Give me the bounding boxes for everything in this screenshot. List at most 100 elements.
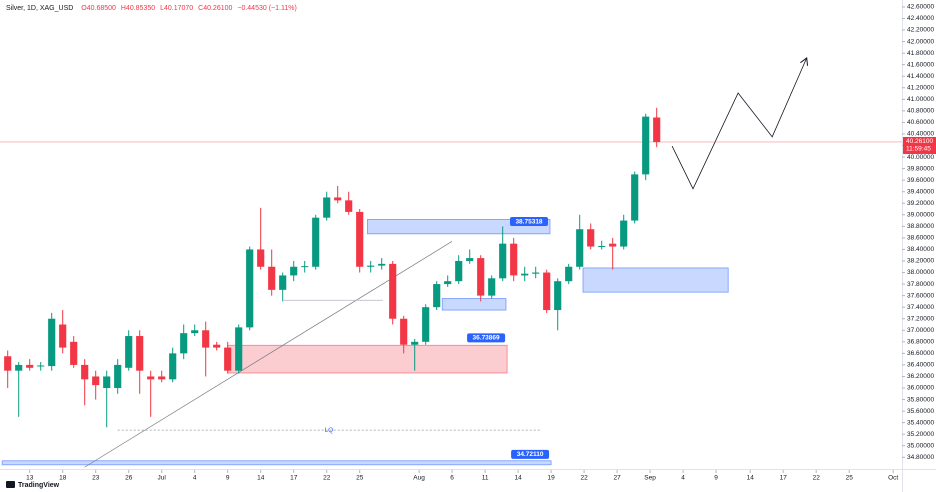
candle-body	[268, 266, 276, 290]
candle-body	[532, 272, 540, 274]
candle-body	[653, 117, 661, 142]
ohlc-close: C40.26100	[198, 5, 232, 12]
y-tick-label: 41.20000	[907, 84, 934, 91]
x-tick-label: Oct	[888, 475, 898, 482]
last-price-box	[903, 136, 936, 154]
x-tick-label: 26	[125, 475, 133, 482]
candle-body	[136, 336, 144, 371]
candle-body	[114, 364, 122, 389]
candle-body	[345, 200, 353, 212]
y-tick-label: 41.00000	[907, 96, 934, 103]
y-tick-label: 42.00000	[907, 38, 934, 45]
candle-body	[334, 197, 342, 201]
zone-price-label: 38.75318	[510, 217, 548, 227]
labels: 38.75318 36.73869 34.72110 LQ	[325, 217, 550, 459]
candle-body	[169, 353, 177, 380]
x-tick-label: 23	[92, 475, 100, 482]
y-tick-label: 39.60000	[907, 177, 934, 184]
zone	[227, 344, 508, 374]
y-tick-label: 40.00000	[907, 154, 934, 161]
candle-body	[598, 245, 606, 247]
y-tick-label: 34.80000	[907, 454, 934, 461]
projection-path	[671, 59, 806, 190]
x-tick-label: 14	[747, 475, 755, 482]
candle-body	[433, 284, 441, 308]
candle-body	[422, 307, 430, 342]
y-tick-label: 37.20000	[907, 315, 934, 322]
candle-body	[609, 243, 617, 247]
y-tick-label: 37.80000	[907, 281, 934, 288]
y-tick-label: 39.40000	[907, 188, 934, 195]
y-tick-label: 37.40000	[907, 304, 934, 311]
candle-body	[510, 243, 518, 276]
y-tick-label: 42.20000	[907, 27, 934, 34]
y-tick-label: 42.40000	[907, 15, 934, 22]
x-tick-label: 13	[26, 475, 34, 482]
candle-body	[455, 260, 463, 282]
x-tick-label: 25	[846, 475, 854, 482]
y-tick-label: 41.60000	[907, 61, 934, 68]
brand: TradingView	[18, 482, 60, 489]
x-tick-label: 6	[450, 475, 454, 482]
y-tick-label: 36.20000	[907, 373, 934, 380]
y-tick-label: 36.40000	[907, 362, 934, 369]
y-tick-label: 38.40000	[907, 246, 934, 253]
candle-body	[312, 217, 320, 267]
y-tick-label: 37.60000	[907, 292, 934, 299]
x-tick-label: 4	[193, 475, 197, 482]
candle-body	[279, 275, 287, 290]
x-tick-label: 22	[580, 475, 588, 482]
candle-body	[26, 364, 34, 368]
candle-body	[521, 273, 529, 276]
ohlc-high: H40.85350	[121, 5, 155, 12]
y-tick-label: 35.20000	[907, 431, 934, 438]
zone	[441, 298, 507, 311]
ohlc-change: −0.44530 (−1.11%)	[237, 5, 296, 12]
x-tick-label: 19	[547, 475, 555, 482]
zone-price-box	[511, 449, 550, 459]
ohlc-open: O40.68500	[81, 5, 116, 12]
candle-body	[246, 249, 254, 328]
y-tick-label: 35.40000	[907, 419, 934, 426]
candle-body	[290, 266, 298, 276]
y-tick-label: 38.00000	[907, 269, 934, 276]
candle-body	[213, 344, 221, 348]
candle-body	[444, 281, 452, 285]
x-tick-label: 25	[356, 475, 364, 482]
candle-body	[576, 229, 584, 267]
y-tick-label: 40.40000	[907, 131, 934, 138]
y-tick-label: 38.20000	[907, 258, 934, 265]
y-tick-label: 39.00000	[907, 212, 934, 219]
candle-body	[554, 281, 562, 311]
candle-body	[147, 376, 155, 380]
x-tick-label: 4	[681, 475, 685, 482]
y-tick-label: 39.20000	[907, 200, 934, 207]
candle-body	[37, 365, 45, 367]
candle-body	[411, 341, 419, 345]
candle-body	[466, 258, 474, 261]
x-tick-label: 11	[482, 475, 489, 482]
candle-body	[81, 364, 89, 380]
candle-body	[323, 197, 331, 218]
zone-price-label: 36.73869	[467, 333, 506, 343]
x-tick-label: 17	[290, 475, 298, 482]
candle-body	[389, 263, 397, 319]
candle-body	[103, 376, 111, 389]
last-price-label: 40.26100	[906, 138, 933, 145]
ohlc-low: L40.17070	[160, 5, 193, 12]
y-tick-label: 40.60000	[907, 119, 934, 126]
x-tick-label: 22	[323, 475, 331, 482]
zone	[1, 460, 552, 466]
candle-body	[642, 116, 650, 175]
candle-body	[202, 330, 210, 348]
candle-body	[158, 376, 166, 380]
zone-price-box	[510, 217, 548, 227]
candle-body	[400, 318, 408, 345]
y-tick-label: 36.60000	[907, 350, 934, 357]
candle-body	[257, 249, 265, 267]
zones	[1, 219, 729, 466]
candle-body	[587, 229, 595, 247]
x-tick-label: 9	[714, 475, 718, 482]
zone-price-box	[467, 333, 506, 343]
